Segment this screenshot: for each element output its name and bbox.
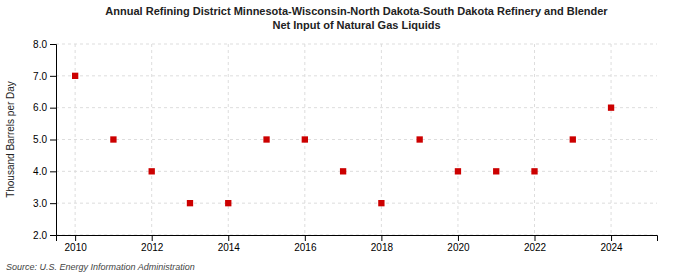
- grid-line: [56, 203, 657, 204]
- point: [263, 136, 269, 142]
- tick-mark: [50, 235, 56, 236]
- grid: [56, 44, 657, 235]
- tick-mark: [458, 235, 459, 241]
- point: [110, 136, 116, 142]
- tick-mark: [50, 203, 56, 204]
- grid-line: [534, 44, 535, 235]
- title: Annual Refining District Minnesota-Wisco…: [105, 5, 608, 31]
- axis-line: [57, 236, 658, 242]
- grid-line: [457, 44, 458, 235]
- plot: 2010 2012 2014 2016 2018 2020 2022 2024 2.0 3.0 4.…: [33, 39, 657, 253]
- y-axis-label: Thousand Barrels per Day: [5, 81, 16, 198]
- tick: 2014: [218, 235, 241, 253]
- tick: 5.0: [33, 134, 56, 145]
- tick-mark: [381, 235, 382, 241]
- grid-line: [75, 44, 76, 235]
- tick-mark: [50, 140, 56, 141]
- grid-line: [381, 44, 382, 235]
- tick-mark: [228, 235, 229, 241]
- tick: 2.0: [33, 230, 56, 241]
- tick-label: 3.0: [33, 198, 47, 209]
- tick-mark: [50, 76, 56, 77]
- tick-label: 2024: [600, 242, 623, 253]
- point: [187, 200, 193, 206]
- tick: 2022: [524, 235, 547, 253]
- chart: 2010 2012 2014 2016 2018 2020 2022 2024 2.0 3.0 4.…: [0, 0, 675, 275]
- tick: 2010: [65, 235, 88, 253]
- point: [72, 73, 78, 79]
- tick: 4.0: [33, 166, 56, 177]
- tick-label: 7.0: [33, 71, 47, 82]
- tick: 2012: [141, 235, 164, 253]
- tick-mark: [50, 171, 56, 172]
- annotation: Source: U.S. Energy Information Administ…: [6, 262, 195, 272]
- tick: 2020: [447, 235, 470, 253]
- tick-mark: [75, 235, 76, 241]
- tick-label: 2022: [524, 242, 547, 253]
- x-axis: 2010 2012 2014 2016 2018 2020 2022 2024: [57, 235, 658, 253]
- tick-mark: [305, 235, 306, 241]
- point: [570, 136, 576, 142]
- tick-label: 2010: [65, 242, 88, 253]
- tick-label: 5.0: [33, 134, 47, 145]
- grid-line: [611, 44, 612, 235]
- tick: 7.0: [33, 71, 56, 82]
- point: [455, 168, 461, 174]
- point: [302, 136, 308, 142]
- tick: 3.0: [33, 198, 56, 209]
- grid-line: [56, 75, 657, 76]
- point: [493, 168, 499, 174]
- grid-line: [56, 139, 657, 140]
- tick: 8.0: [33, 39, 56, 50]
- tick-mark: [611, 235, 612, 241]
- axis-line: [50, 45, 57, 236]
- tick: 2018: [371, 235, 394, 253]
- tick-label: 2018: [371, 242, 394, 253]
- grid-line: [228, 44, 229, 235]
- tick-label: 2016: [294, 242, 317, 253]
- tick-mark: [535, 235, 536, 241]
- point: [608, 105, 614, 111]
- grid-line: [56, 107, 657, 108]
- grid-line: [56, 171, 657, 172]
- tick-label: 6.0: [33, 102, 47, 113]
- tick-label: 2020: [447, 242, 470, 253]
- tick-mark: [152, 235, 153, 241]
- y-axis: 2.0 3.0 4.0 5.0 6.0 7.0 8.0: [33, 39, 56, 241]
- point: [149, 168, 155, 174]
- tick: 2024: [600, 235, 623, 253]
- point: [531, 168, 537, 174]
- tick-label: 2014: [218, 242, 241, 253]
- point: [340, 168, 346, 174]
- grid-line: [56, 44, 657, 45]
- point: [417, 136, 423, 142]
- tick-label: 2.0: [33, 230, 47, 241]
- tick-mark: [50, 108, 56, 109]
- point: [378, 200, 384, 206]
- tick: 6.0: [33, 102, 56, 113]
- tick-label: 4.0: [33, 166, 47, 177]
- tick-label: 2012: [141, 242, 164, 253]
- tick-mark: [50, 44, 56, 45]
- tick: 2016: [294, 235, 317, 253]
- grid-line: [151, 44, 152, 235]
- points: [72, 73, 614, 207]
- point: [225, 200, 231, 206]
- tick-label: 8.0: [33, 39, 47, 50]
